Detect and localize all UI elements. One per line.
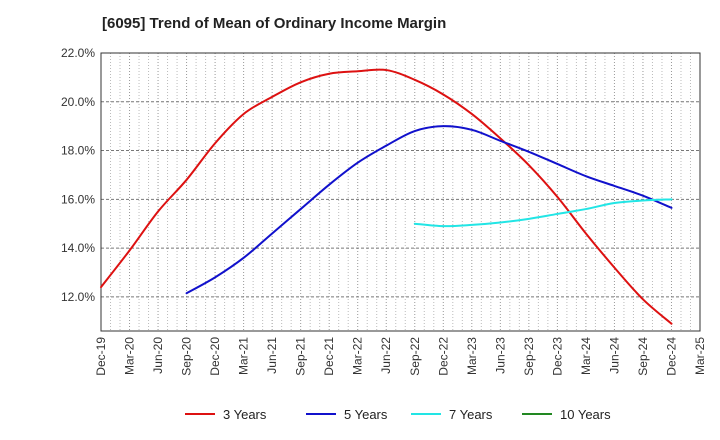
x-tick-label: Sep-20 bbox=[180, 337, 194, 376]
legend-label-7-years: 7 Years bbox=[449, 407, 493, 422]
x-tick-label: Sep-21 bbox=[294, 337, 308, 376]
y-tick-label: 16.0% bbox=[61, 192, 95, 206]
x-tick-label: Mar-25 bbox=[693, 337, 707, 375]
x-tick-label: Mar-22 bbox=[351, 337, 365, 375]
y-tick-label: 12.0% bbox=[61, 290, 95, 304]
series-line-5-years bbox=[185, 125, 673, 295]
x-tick-label: Dec-24 bbox=[664, 337, 678, 376]
x-tick-label: Dec-20 bbox=[208, 337, 222, 376]
x-tick-label: Jun-21 bbox=[265, 337, 279, 374]
x-tick-label: Jun-22 bbox=[379, 337, 393, 374]
x-tick-label: Mar-24 bbox=[579, 337, 593, 375]
y-tick-label: 18.0% bbox=[61, 144, 95, 158]
x-axis-ticks: Dec-19 Mar-20 Jun-20 Sep-20 Dec-20 Mar-21 Jun-… bbox=[94, 337, 707, 376]
plot-area-frame bbox=[100, 52, 701, 332]
x-tick-label: Jun-20 bbox=[151, 337, 165, 374]
x-tick-label: Dec-19 bbox=[94, 337, 108, 376]
x-tick-label: Dec-21 bbox=[322, 337, 336, 376]
x-tick-label: Jun-23 bbox=[493, 337, 507, 374]
legend-label-3-years: 3 Years bbox=[223, 407, 267, 422]
x-tick-label: Sep-24 bbox=[636, 337, 650, 376]
series-line-7-years bbox=[413, 198, 673, 228]
series-line-3-years bbox=[100, 68, 673, 325]
x-tick-label: Dec-23 bbox=[550, 337, 564, 376]
y-tick-label: 20.0% bbox=[61, 95, 95, 109]
chart-title: [6095] Trend of Mean of Ordinary Income … bbox=[102, 15, 447, 32]
x-tick-label: Mar-21 bbox=[237, 337, 251, 375]
x-tick-label: Mar-23 bbox=[465, 337, 479, 375]
x-tick-label: Sep-23 bbox=[522, 337, 536, 376]
y-tick-label: 14.0% bbox=[61, 241, 95, 255]
y-axis-ticks: 12.0% 14.0% 16.0% 18.0% 20.0% 22.0% bbox=[61, 46, 95, 304]
x-tick-label: Mar-20 bbox=[123, 337, 137, 375]
series-lines bbox=[100, 68, 673, 325]
grid-lines bbox=[101, 53, 700, 331]
y-tick-label: 22.0% bbox=[61, 46, 95, 60]
x-tick-label: Sep-22 bbox=[408, 337, 422, 376]
x-tick-label: Jun-24 bbox=[607, 337, 621, 374]
legend-label-10-years: 10 Years bbox=[560, 407, 611, 422]
legend-label-5-years: 5 Years bbox=[344, 407, 388, 422]
x-tick-label: Dec-22 bbox=[436, 337, 450, 376]
legend: 3 Years 5 Years 7 Years 10 Years bbox=[185, 407, 611, 422]
